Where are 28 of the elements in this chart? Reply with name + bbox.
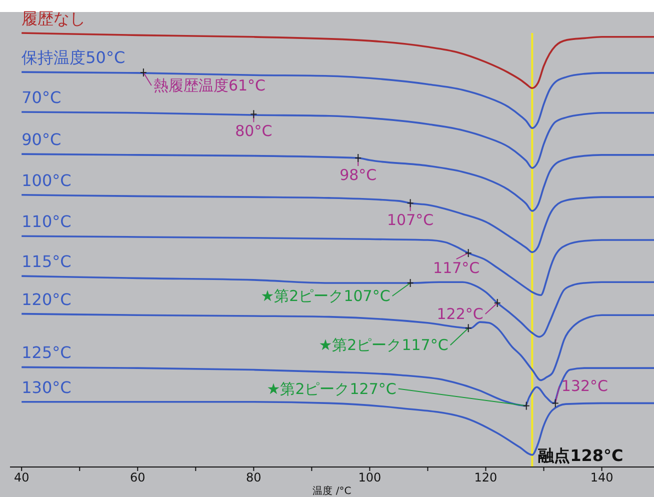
x-tick-label: 80 [246,470,262,485]
x-tick-label: 60 [130,470,146,485]
x-axis-title: 温度 /°C [312,485,352,497]
annotation: 熱履歴温度61°C [153,76,266,94]
annotation: ★第2ピーク107°C [260,286,390,305]
series-label: 110°C [22,212,72,232]
annotation: 80°C [235,122,272,140]
annotation: 117°C [433,259,480,278]
series-label: 履歴なし [22,9,86,28]
x-tick-label: 100 [358,470,382,485]
series-label: 130°C [22,378,72,397]
annotation: 132°C [561,377,608,396]
x-tick-label: 40 [14,470,30,485]
series-label: 100°C [22,170,72,190]
annotation: ★第2ピーク127°C [266,380,396,398]
annotation: 98°C [340,166,377,184]
series-label: 90°C [22,130,62,150]
series-label: 70°C [22,88,62,107]
series-label: 125°C [22,343,72,362]
series-label: 保持温度50°C [22,48,126,68]
series-label: 120°C [22,290,72,309]
x-tick-label: 120 [474,470,498,485]
x-tick-label: 140 [590,470,614,485]
ref-line-label: 融点128°C [538,446,624,465]
annotation: ★第2ピーク117°C [318,336,448,354]
annotation: 122°C [436,304,484,323]
series-label: 115°C [22,252,72,272]
annotation: 107°C [387,211,434,230]
